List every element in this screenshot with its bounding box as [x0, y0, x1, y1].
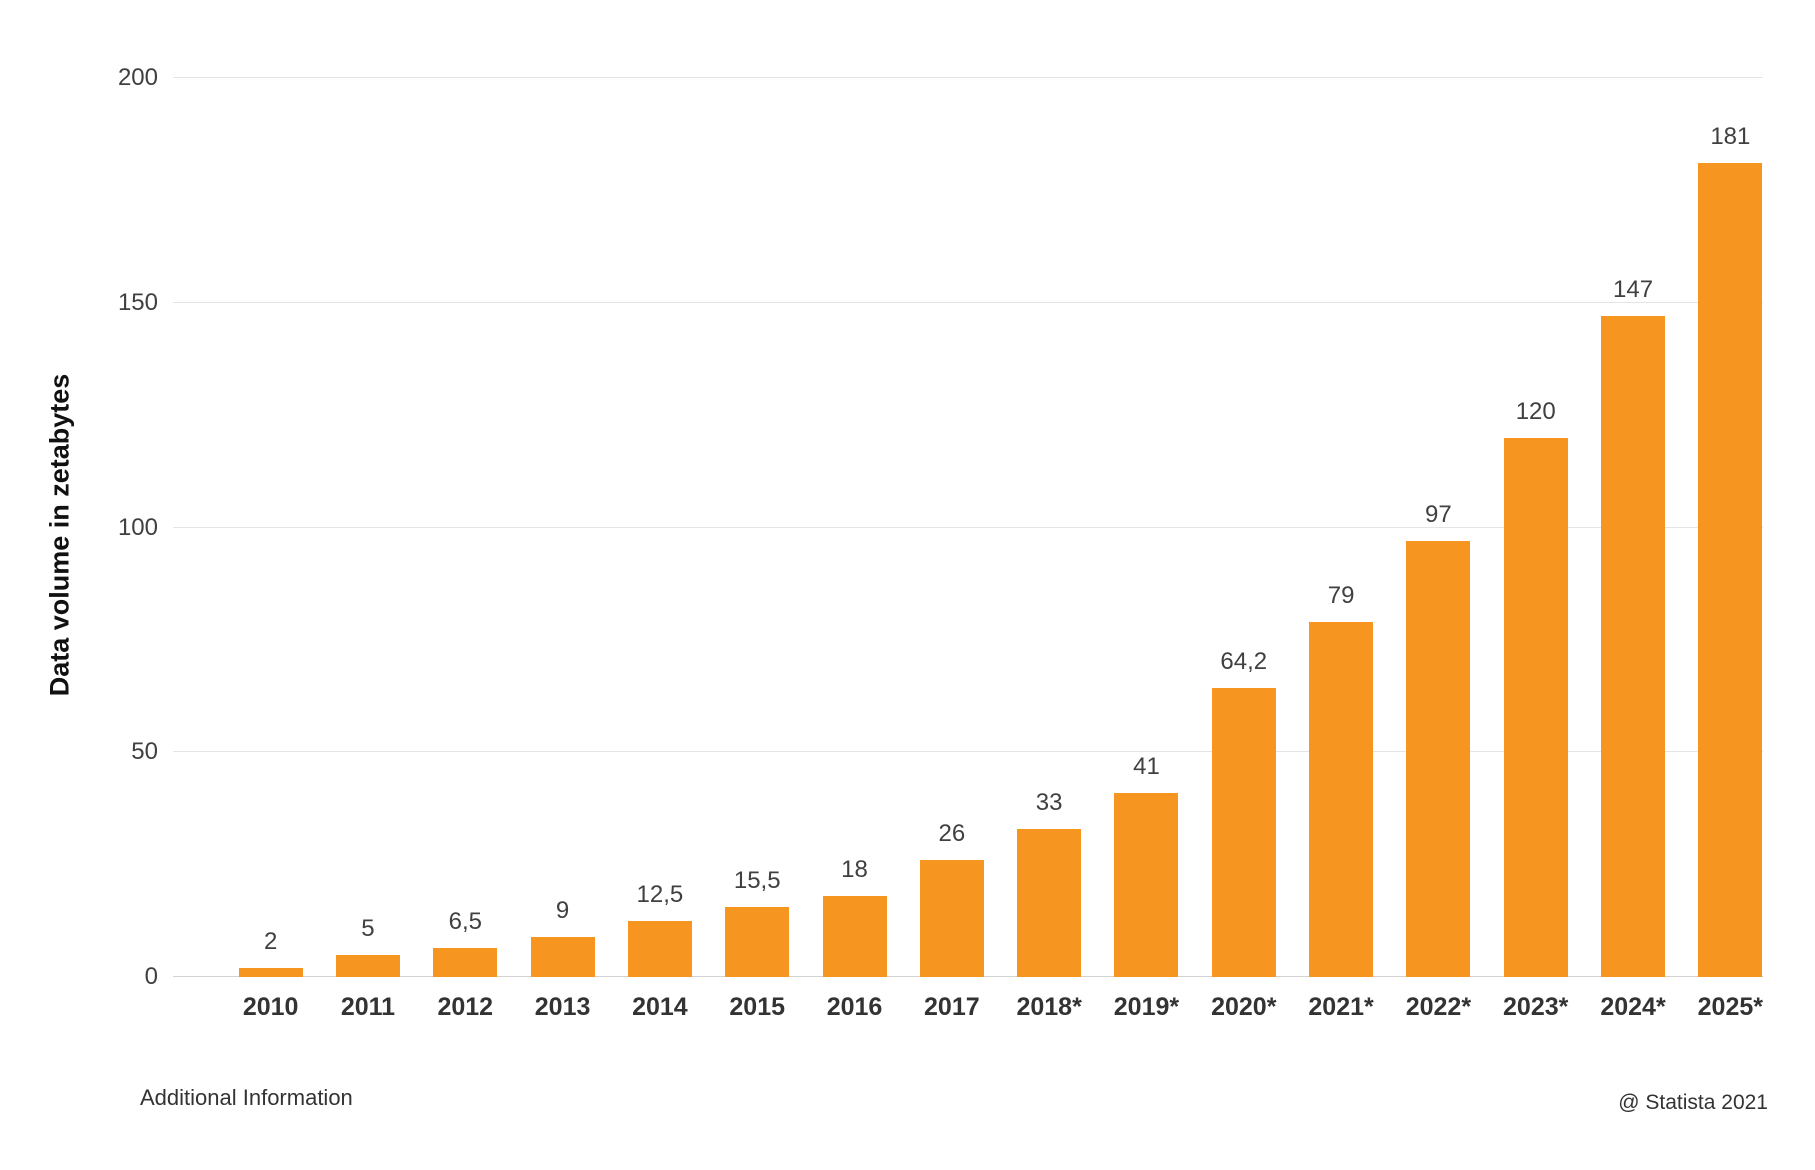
x-axis-label: 2024* [1600, 993, 1666, 1021]
plot-area: 2 5 6,5 9 12,5 15,5 18 26 33 41 64,2 79 97 120 147 181 … [118, 66, 1763, 1022]
bar-value-label: 41 [1133, 752, 1160, 780]
bar-2012 [433, 947, 498, 977]
x-axis-label: 2012 [437, 993, 494, 1021]
bar-2024 [1601, 316, 1666, 977]
bar-value-label: 9 [555, 896, 570, 924]
bar-value-label: 5 [361, 914, 375, 942]
bar-slot: 41 [1098, 78, 1195, 977]
bar-slot: 64,2 [1195, 78, 1292, 977]
bar-2021 [1309, 621, 1374, 977]
bar-slot: 120 [1487, 78, 1584, 977]
x-axis-label: 2010 [242, 993, 299, 1021]
bar-slot: 5 [319, 78, 416, 977]
bar-value-label: 64,2 [1220, 648, 1268, 676]
bar-slot: 12,5 [611, 78, 708, 977]
x-axis-labels: 2010 2011 2012 2013 2014 2015 2016 2017 2018* 201… [222, 993, 1779, 1022]
bar-slot: 15,5 [709, 78, 806, 977]
bar-2010 [238, 968, 303, 977]
bar-2025 [1698, 163, 1763, 977]
bar-value-label: 15,5 [733, 867, 781, 895]
bar-value-label: 6,5 [448, 907, 482, 935]
bar-2017 [919, 860, 984, 977]
y-tick-label: 0 [144, 963, 158, 990]
gridline [173, 751, 1763, 753]
bar-value-label: 2 [263, 928, 278, 956]
x-axis-label: 2022* [1405, 993, 1472, 1021]
bars-container: 2 5 6,5 9 12,5 15,5 18 26 33 41 64,2 79 97 120 147 181 [222, 78, 1779, 977]
bar-2014 [627, 920, 692, 977]
bar-slot: 26 [903, 78, 1000, 977]
x-axis-label: 2023* [1503, 993, 1569, 1021]
bar-value-label: 120 [1515, 397, 1556, 425]
gridline [173, 77, 1763, 78]
bar-2022 [1406, 541, 1471, 977]
bar-2013 [530, 936, 595, 977]
y-tick-label: 200 [117, 64, 158, 91]
bar-value-label: 147 [1613, 276, 1654, 304]
x-axis-label: 2018* [1016, 993, 1082, 1021]
y-tick-label: 150 [117, 288, 158, 316]
bar-value-label: 79 [1327, 581, 1355, 609]
x-axis-label: 2013 [534, 993, 591, 1021]
x-axis-label: 2015 [729, 993, 786, 1021]
bar-2011 [335, 954, 400, 977]
x-axis-label: 2017 [924, 993, 980, 1021]
bar-value-label: 97 [1425, 501, 1452, 528]
bar-slot: 147 [1584, 78, 1681, 977]
bar-2019 [1114, 792, 1179, 977]
x-axis-label: 2019* [1113, 993, 1180, 1021]
x-axis-label: 2014 [632, 993, 688, 1021]
bar-value-label: 26 [938, 820, 966, 848]
bar-slot: 181 [1682, 78, 1779, 977]
gridline [173, 301, 1763, 303]
x-axis-label: 2016 [826, 993, 883, 1021]
bar-slot: 2 [222, 78, 319, 977]
bar-slot: 9 [514, 78, 611, 977]
y-tick-label: 50 [131, 738, 158, 766]
gridline [173, 526, 1763, 528]
bar-slot: 97 [1390, 78, 1487, 977]
additional-information-link[interactable]: Additional Information [140, 1085, 353, 1110]
bar-2020 [1211, 688, 1276, 977]
bar-value-label: 18 [841, 856, 868, 884]
bar-value-label: 33 [1035, 788, 1063, 816]
bar-slot: 33 [1001, 78, 1098, 977]
bar-2016 [822, 896, 887, 977]
bar-slot: 79 [1292, 78, 1389, 977]
bar-2015 [725, 907, 790, 977]
bar-value-label: 181 [1710, 123, 1751, 151]
x-axis-label: 2011 [340, 993, 396, 1021]
x-axis-label: 2025* [1697, 993, 1764, 1021]
y-tick-label: 100 [117, 513, 158, 541]
statista-attribution: @ Statista 2021 [1618, 1091, 1768, 1114]
x-axis-label: 2020* [1211, 993, 1277, 1021]
bar-value-label: 12,5 [636, 880, 684, 908]
bar-2018 [1017, 828, 1082, 977]
bar-slot: 6,5 [417, 78, 514, 977]
x-axis-label: 2021* [1308, 993, 1374, 1021]
bar-2023 [1503, 437, 1568, 977]
bar-slot: 18 [806, 78, 903, 977]
